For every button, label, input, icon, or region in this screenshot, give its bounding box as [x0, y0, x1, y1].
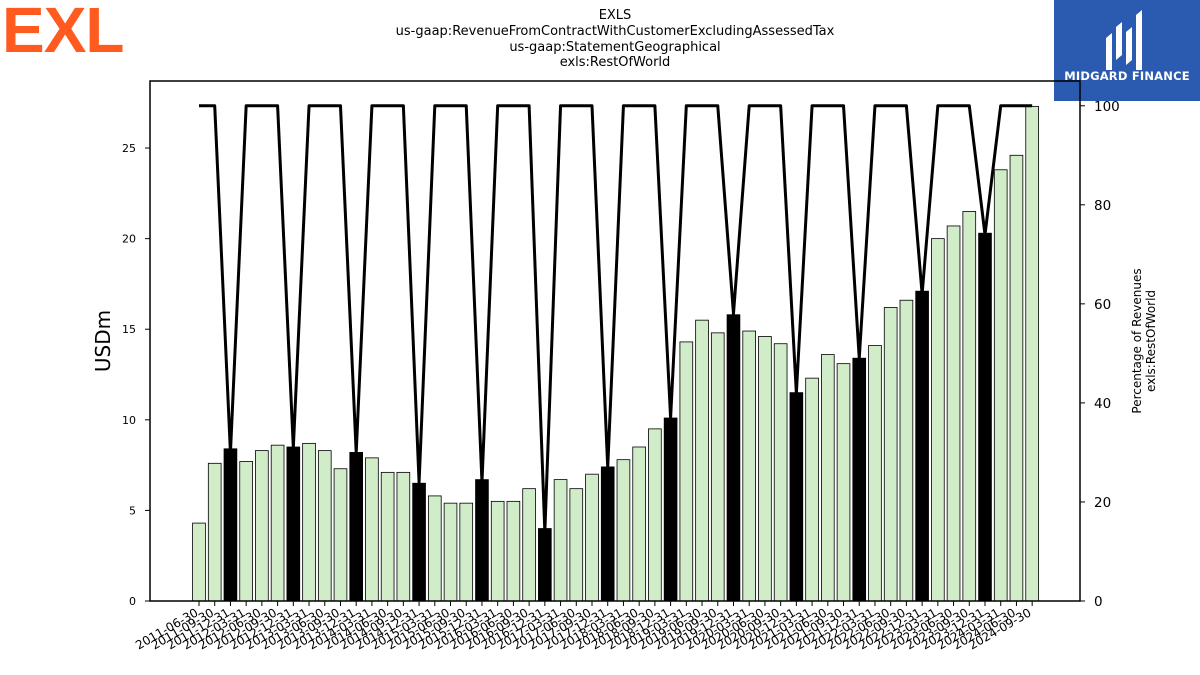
quarter-bar [946, 225, 961, 602]
quarter-bar [317, 450, 332, 602]
quarter-bar [1025, 105, 1039, 602]
quarter-bar [239, 461, 253, 602]
quarter-bar [758, 336, 772, 602]
quarter-bar [396, 471, 411, 602]
y-tick-label: 15 [122, 323, 136, 336]
annual-bar [663, 417, 678, 602]
y-tick-label: 5 [129, 504, 136, 517]
y-axis-right-label-1: Percentage of Revenues [1130, 268, 1144, 413]
line-group [199, 104, 1033, 534]
annual-bar [915, 290, 929, 602]
quarter-bar [333, 468, 348, 602]
y-tick-label: 10 [122, 414, 136, 427]
y-right-tick-label: 0 [1094, 594, 1103, 610]
quarter-bar [679, 341, 694, 602]
quarter-bar [585, 473, 599, 602]
quarter-bar [459, 502, 474, 602]
annual-bar [412, 482, 426, 602]
annual-bar [538, 528, 552, 602]
y-right-tick-label: 40 [1094, 396, 1111, 412]
quarter-bar [192, 522, 206, 602]
quarter-bar [648, 428, 662, 602]
quarter-bar [836, 363, 851, 602]
midgard-finance-logo: MIDGARD FINANCE [1054, 0, 1200, 101]
quarter-bar [616, 459, 631, 602]
annual-bar [286, 446, 301, 602]
percentage-line [199, 104, 1033, 534]
title-line-concept: us-gaap:RevenueFromContractWithCustomerE… [395, 23, 835, 39]
y-tick-label: 20 [122, 233, 136, 246]
axes-group: 0 5 10 15 20 25 0 20 40 60 80 100 [122, 80, 1120, 610]
annual-bar [349, 452, 363, 602]
quarter-bar [569, 488, 584, 602]
quarter-bar [255, 450, 269, 602]
annual-bar [852, 357, 867, 602]
quarter-bar [365, 457, 379, 602]
quarter-bar [427, 495, 442, 602]
exl-logo: EXL [2, 0, 124, 66]
plot-frame [149, 80, 1081, 602]
x-ticks-group: 2011-06-302011-09-302011-12-312012-03-31… [133, 601, 1034, 652]
quarter-bar [962, 211, 977, 602]
quarter-bar [490, 500, 505, 602]
y-axis-right-label-2: exls:RestOfWorld [1144, 290, 1158, 392]
quarter-bar [553, 479, 568, 602]
midgard-logo-icon [1106, 10, 1142, 70]
quarter-bar [805, 377, 819, 602]
quarter-bar [773, 343, 788, 602]
quarter-bar [1009, 154, 1024, 602]
quarter-bar [302, 442, 316, 602]
annual-bar [726, 314, 741, 602]
quarter-bar [868, 345, 882, 602]
y-right-tick-label: 100 [1094, 99, 1120, 115]
chart-title: EXLS us-gaap:RevenueFromContractWithCust… [315, 8, 915, 71]
y-right-tick-label: 80 [1094, 198, 1111, 214]
quarter-bar [821, 354, 835, 602]
quarter-bar [380, 471, 395, 602]
quarter-bar [993, 169, 1008, 602]
annual-bar [600, 466, 615, 602]
midgard-logo-text: MIDGARD FINANCE [1064, 69, 1190, 83]
quarter-bar [270, 444, 285, 602]
quarter-bar [207, 462, 222, 602]
annual-bar [475, 479, 489, 602]
quarter-bar [632, 446, 646, 602]
y-right-tick-label: 60 [1094, 297, 1111, 313]
quarter-bar [695, 319, 709, 602]
annual-bar [223, 448, 238, 602]
quarter-bar [710, 332, 725, 602]
y-axis-label: USDm [91, 310, 115, 372]
quarter-bar [443, 502, 458, 602]
quarter-bar [506, 500, 521, 602]
quarter-bar [522, 488, 536, 602]
quarter-bar [742, 330, 756, 602]
quarter-bar [883, 307, 898, 602]
quarter-bar [931, 238, 945, 602]
title-line-axis: us-gaap:StatementGeographical [509, 39, 721, 55]
quarter-bar [899, 299, 914, 602]
y-tick-label: 0 [129, 595, 136, 608]
annual-bar [789, 392, 804, 602]
y-tick-label: 25 [122, 142, 136, 155]
title-line-member: exls:RestOfWorld [559, 55, 671, 71]
title-line-ticker: EXLS [598, 8, 632, 23]
y-right-tick-label: 20 [1094, 495, 1111, 511]
annual-bar [978, 232, 992, 602]
